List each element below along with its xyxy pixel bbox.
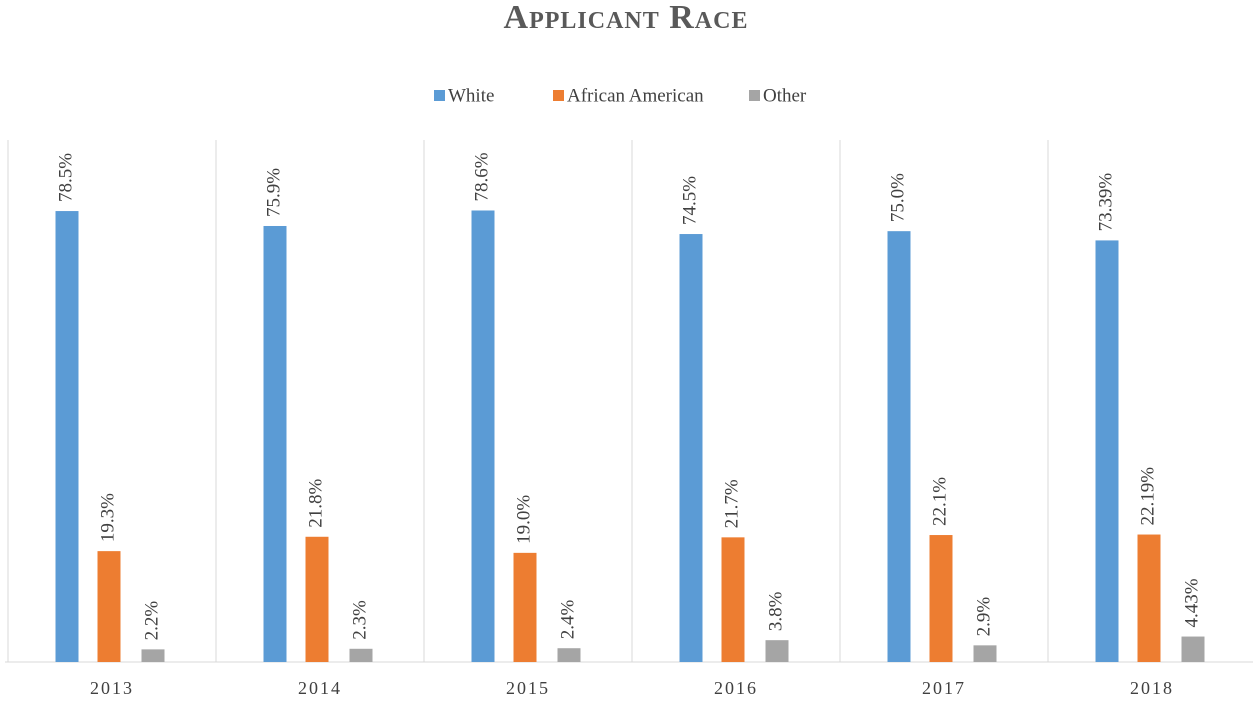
legend-swatch	[749, 90, 760, 101]
value-label: 4.43%	[1181, 578, 1202, 627]
legend-label: African American	[567, 85, 704, 106]
value-label: 73.39%	[1095, 173, 1116, 232]
value-label: 2.4%	[557, 599, 578, 639]
bar	[141, 649, 165, 662]
bar	[97, 551, 121, 662]
bar	[887, 231, 911, 662]
value-label: 2.9%	[973, 597, 994, 637]
bar	[679, 234, 703, 663]
x-tick-label: 2016	[714, 678, 758, 698]
bar	[765, 640, 789, 662]
value-label: 3.8%	[765, 591, 786, 631]
value-label: 74.5%	[679, 176, 700, 225]
value-label: 2.3%	[349, 600, 370, 640]
value-label: 78.5%	[55, 153, 76, 202]
value-label: 2.2%	[141, 601, 162, 641]
value-label: 19.3%	[97, 493, 118, 542]
legend-swatch	[553, 90, 564, 101]
x-tick-label: 2018	[1130, 678, 1174, 698]
x-tick-label: 2014	[298, 678, 342, 698]
value-label: 21.8%	[305, 479, 326, 528]
bar	[557, 648, 581, 662]
x-tick-label: 2015	[506, 678, 550, 698]
value-label: 22.19%	[1137, 467, 1158, 526]
value-label: 75.9%	[263, 168, 284, 217]
legend-swatch	[434, 90, 445, 101]
bar	[1181, 636, 1205, 662]
bar	[1137, 534, 1161, 662]
x-tick-label: 2017	[922, 678, 966, 698]
bar	[973, 645, 997, 662]
bar	[721, 537, 745, 662]
legend-label: White	[448, 85, 494, 106]
bar	[263, 225, 287, 662]
value-label: 75.0%	[887, 173, 908, 222]
bar	[305, 536, 329, 662]
legend-label: Other	[763, 85, 807, 106]
x-tick-label: 2013	[90, 678, 134, 698]
bar	[513, 552, 537, 662]
value-label: 21.7%	[721, 479, 742, 528]
bar	[1095, 240, 1119, 662]
value-label: 22.1%	[929, 477, 950, 526]
value-label: 19.0%	[513, 495, 534, 544]
chart-title: Applicant Race	[504, 0, 749, 36]
bar	[349, 648, 373, 662]
bar	[929, 535, 953, 662]
bar	[55, 211, 79, 663]
bar	[471, 210, 495, 662]
value-label: 78.6%	[471, 152, 492, 201]
